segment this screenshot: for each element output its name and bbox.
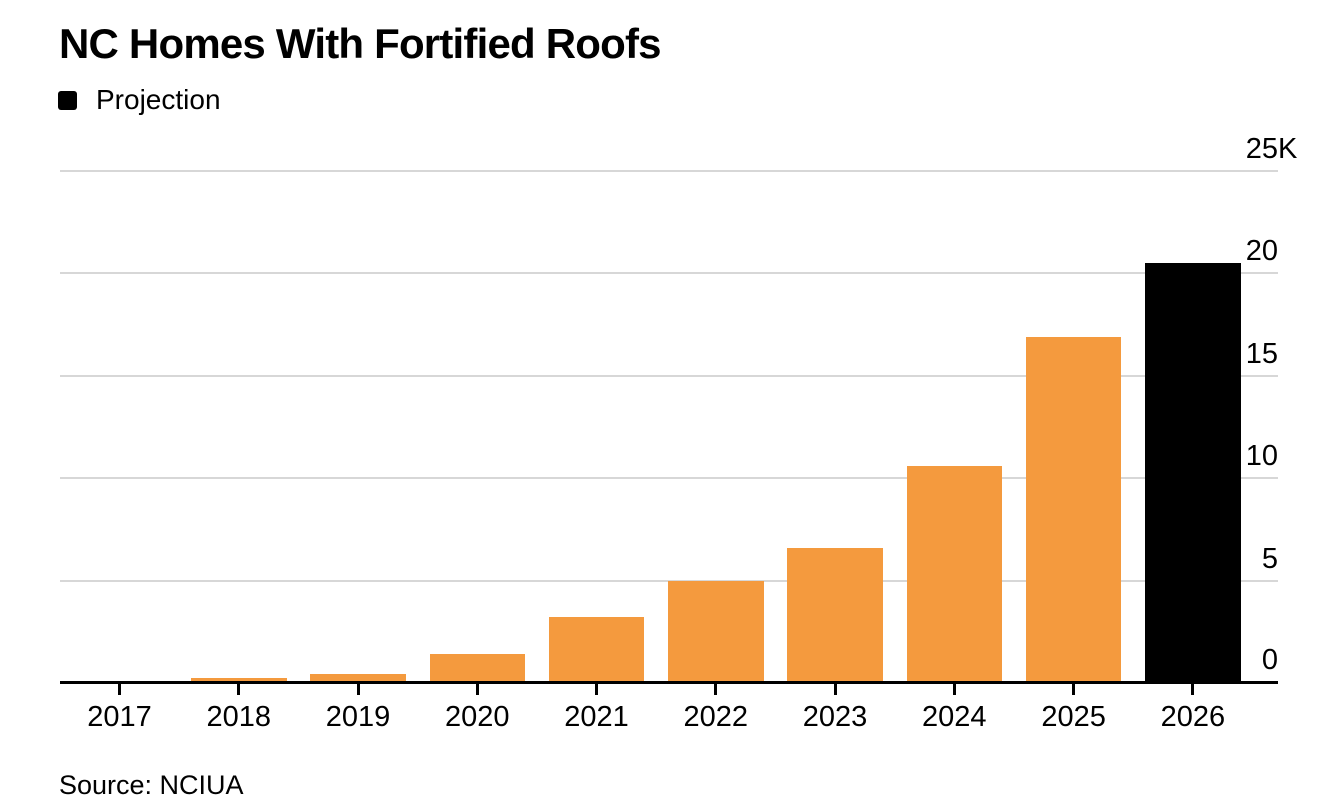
x-tick-2020 — [475, 684, 479, 695]
chart-title: NC Homes With Fortified Roofs — [59, 20, 662, 67]
bar-2026 — [1145, 263, 1241, 683]
x-tick-2023 — [833, 684, 837, 695]
x-tick-2019 — [356, 684, 360, 695]
x-tick-2026 — [1191, 684, 1195, 695]
bar-2021 — [548, 617, 645, 683]
x-axis-line — [60, 681, 1278, 684]
legend: Projection — [58, 84, 221, 116]
x-tick-label-2018: 2018 — [206, 701, 271, 733]
bar-2019 — [310, 673, 406, 683]
x-tick-label-2021: 2021 — [564, 701, 629, 733]
x-tick-label-2023: 2023 — [802, 701, 868, 733]
y-tick-label-20: 20 — [1245, 235, 1278, 268]
x-tick-2018 — [237, 684, 241, 695]
bar-2020 — [429, 654, 526, 683]
y-tick-label-5: 5 — [1261, 542, 1278, 575]
bar-2024 — [906, 465, 1003, 683]
x-tick-2021 — [595, 684, 599, 695]
bar-2018 — [191, 677, 287, 683]
gridline-25K — [60, 170, 1278, 172]
x-tick-2024 — [952, 684, 956, 695]
gridline-10 — [60, 477, 1278, 480]
y-axis-unit-suffix: K — [1278, 133, 1298, 165]
projection-legend-swatch-icon — [58, 90, 77, 110]
bar-2022 — [668, 580, 764, 683]
x-tick-label-2024: 2024 — [922, 701, 987, 733]
x-tick-label-2022: 2022 — [683, 701, 749, 733]
x-tick-label-2026: 2026 — [1160, 701, 1226, 733]
gridline-20 — [60, 272, 1278, 275]
y-tick-label-10: 10 — [1245, 440, 1278, 473]
x-tick-label-2017: 2017 — [87, 701, 152, 733]
bar-2025 — [1025, 336, 1122, 683]
x-tick-label-2019: 2019 — [325, 701, 391, 733]
y-tick-label-15: 15 — [1245, 337, 1278, 370]
x-tick-2025 — [1072, 684, 1076, 695]
x-tick-2022 — [714, 684, 718, 695]
x-tick-label-2020: 2020 — [445, 701, 510, 733]
y-tick-label-0: 0 — [1261, 644, 1278, 676]
x-tick-label-2025: 2025 — [1041, 701, 1106, 733]
y-tick-label-25K: 25 K — [1245, 133, 1298, 165]
bar-2023 — [787, 547, 883, 683]
source-note: Source: NCIUA — [59, 770, 244, 800]
projection-legend-label: Projection — [96, 84, 221, 115]
x-tick-2017 — [118, 684, 121, 695]
gridline-15 — [60, 374, 1278, 377]
